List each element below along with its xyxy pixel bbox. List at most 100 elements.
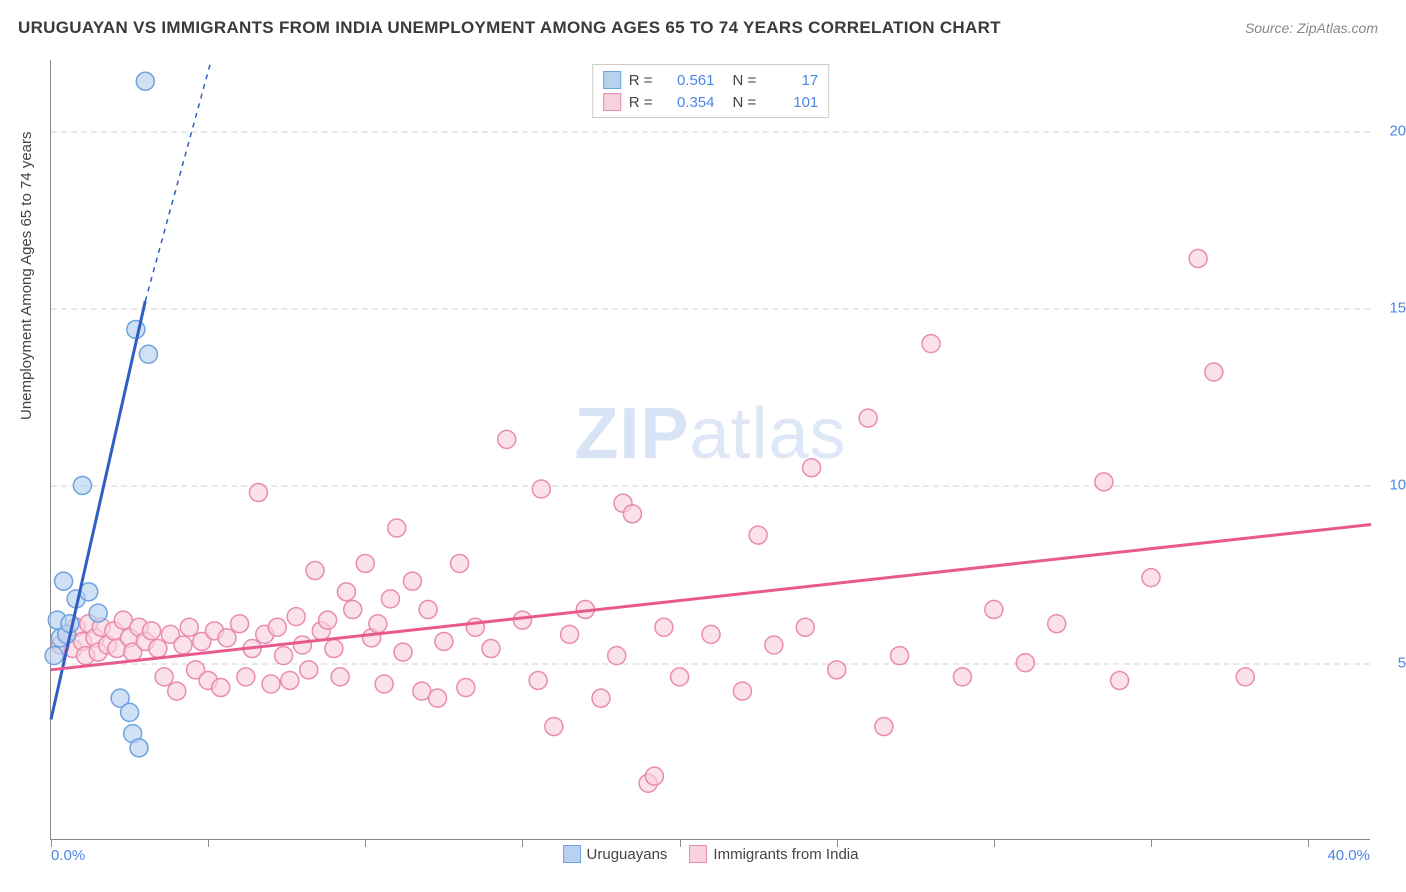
y-tick-label: 15.0%	[1389, 300, 1406, 317]
legend-swatch-icon	[563, 845, 581, 863]
data-point-india	[394, 643, 412, 661]
data-point-india	[331, 668, 349, 686]
data-point-india	[1205, 363, 1223, 381]
data-point-india	[262, 675, 280, 693]
legend-r-value-1: 0.354	[665, 94, 715, 111]
data-point-india	[532, 480, 550, 498]
data-point-india	[237, 668, 255, 686]
data-point-uruguayans	[127, 320, 145, 338]
data-point-india	[356, 554, 374, 572]
y-tick-label: 10.0%	[1389, 477, 1406, 494]
legend-swatch-india	[603, 93, 621, 111]
data-point-india	[498, 430, 516, 448]
legend-r-label: R =	[629, 94, 653, 111]
data-point-india	[381, 590, 399, 608]
legend-swatch-icon	[689, 845, 707, 863]
data-point-india	[482, 640, 500, 658]
data-point-india	[168, 682, 186, 700]
legend-n-label: N =	[733, 72, 757, 89]
data-point-india	[733, 682, 751, 700]
data-point-india	[623, 505, 641, 523]
data-point-uruguayans	[89, 604, 107, 622]
data-point-india	[149, 640, 167, 658]
data-point-india	[655, 618, 673, 636]
data-point-uruguayans	[139, 345, 157, 363]
data-point-uruguayans	[73, 476, 91, 494]
data-point-india	[218, 629, 236, 647]
data-point-uruguayans	[55, 572, 73, 590]
correlation-legend: R = 0.561 N = 17 R = 0.354 N = 101	[592, 64, 830, 118]
data-point-india	[268, 618, 286, 636]
data-point-india	[281, 671, 299, 689]
series-legend-item-1: Immigrants from India	[689, 845, 858, 863]
data-point-india	[702, 625, 720, 643]
y-axis-label: Unemployment Among Ages 65 to 74 years	[18, 131, 35, 420]
x-tick-label-left: 0.0%	[51, 847, 85, 864]
data-point-india	[891, 647, 909, 665]
data-point-india	[765, 636, 783, 654]
data-point-india	[212, 679, 230, 697]
x-tick-mark	[522, 839, 523, 847]
x-tick-mark	[51, 839, 52, 847]
data-point-india	[922, 335, 940, 353]
chart-title: URUGUAYAN VS IMMIGRANTS FROM INDIA UNEMP…	[18, 18, 1001, 38]
data-point-india	[608, 647, 626, 665]
data-point-india	[1189, 250, 1207, 268]
x-tick-mark	[1308, 839, 1309, 847]
data-point-india	[319, 611, 337, 629]
trend-line-dash-uruguayans	[145, 60, 211, 301]
data-point-india	[1095, 473, 1113, 491]
data-point-india	[1111, 671, 1129, 689]
data-point-india	[671, 668, 689, 686]
data-point-india	[180, 618, 198, 636]
data-point-india	[419, 601, 437, 619]
legend-n-value-0: 17	[768, 72, 818, 89]
series-legend-item-0: Uruguayans	[563, 845, 668, 863]
legend-swatch-uruguayans	[603, 71, 621, 89]
y-tick-label: 20.0%	[1389, 122, 1406, 139]
data-point-india	[231, 615, 249, 633]
data-point-india	[875, 718, 893, 736]
data-point-india	[306, 562, 324, 580]
data-point-india	[645, 767, 663, 785]
data-point-india	[344, 601, 362, 619]
data-point-india	[155, 668, 173, 686]
data-point-india	[325, 640, 343, 658]
series-label-0: Uruguayans	[587, 846, 668, 863]
legend-n-value-1: 101	[768, 94, 818, 111]
data-point-uruguayans	[136, 72, 154, 90]
data-point-india	[287, 608, 305, 626]
series-label-1: Immigrants from India	[713, 846, 858, 863]
data-point-india	[985, 601, 1003, 619]
data-point-india	[369, 615, 387, 633]
data-point-india	[249, 484, 267, 502]
data-point-india	[803, 459, 821, 477]
data-point-india	[293, 636, 311, 654]
data-point-india	[403, 572, 421, 590]
data-point-india	[1048, 615, 1066, 633]
data-point-india	[561, 625, 579, 643]
data-point-india	[388, 519, 406, 537]
data-point-india	[174, 636, 192, 654]
legend-r-label: R =	[629, 72, 653, 89]
trend-line-india	[51, 524, 1371, 669]
data-point-india	[275, 647, 293, 665]
data-point-india	[300, 661, 318, 679]
x-tick-label-right: 40.0%	[1327, 847, 1370, 864]
data-point-india	[828, 661, 846, 679]
y-tick-label: 5.0%	[1398, 654, 1406, 671]
data-point-india	[859, 409, 877, 427]
data-point-india	[451, 554, 469, 572]
data-point-india	[457, 679, 475, 697]
x-tick-mark	[994, 839, 995, 847]
data-point-india	[953, 668, 971, 686]
plot-svg	[51, 60, 1370, 839]
data-point-india	[1236, 668, 1254, 686]
legend-row-uruguayans: R = 0.561 N = 17	[603, 69, 819, 91]
data-point-india	[337, 583, 355, 601]
data-point-india	[375, 675, 393, 693]
plot-area: ZIPatlas 5.0%10.0%15.0%20.0% R = 0.561 N…	[50, 60, 1370, 840]
data-point-india	[143, 622, 161, 640]
source-label: Source: ZipAtlas.com	[1245, 20, 1378, 36]
data-point-india	[1142, 569, 1160, 587]
